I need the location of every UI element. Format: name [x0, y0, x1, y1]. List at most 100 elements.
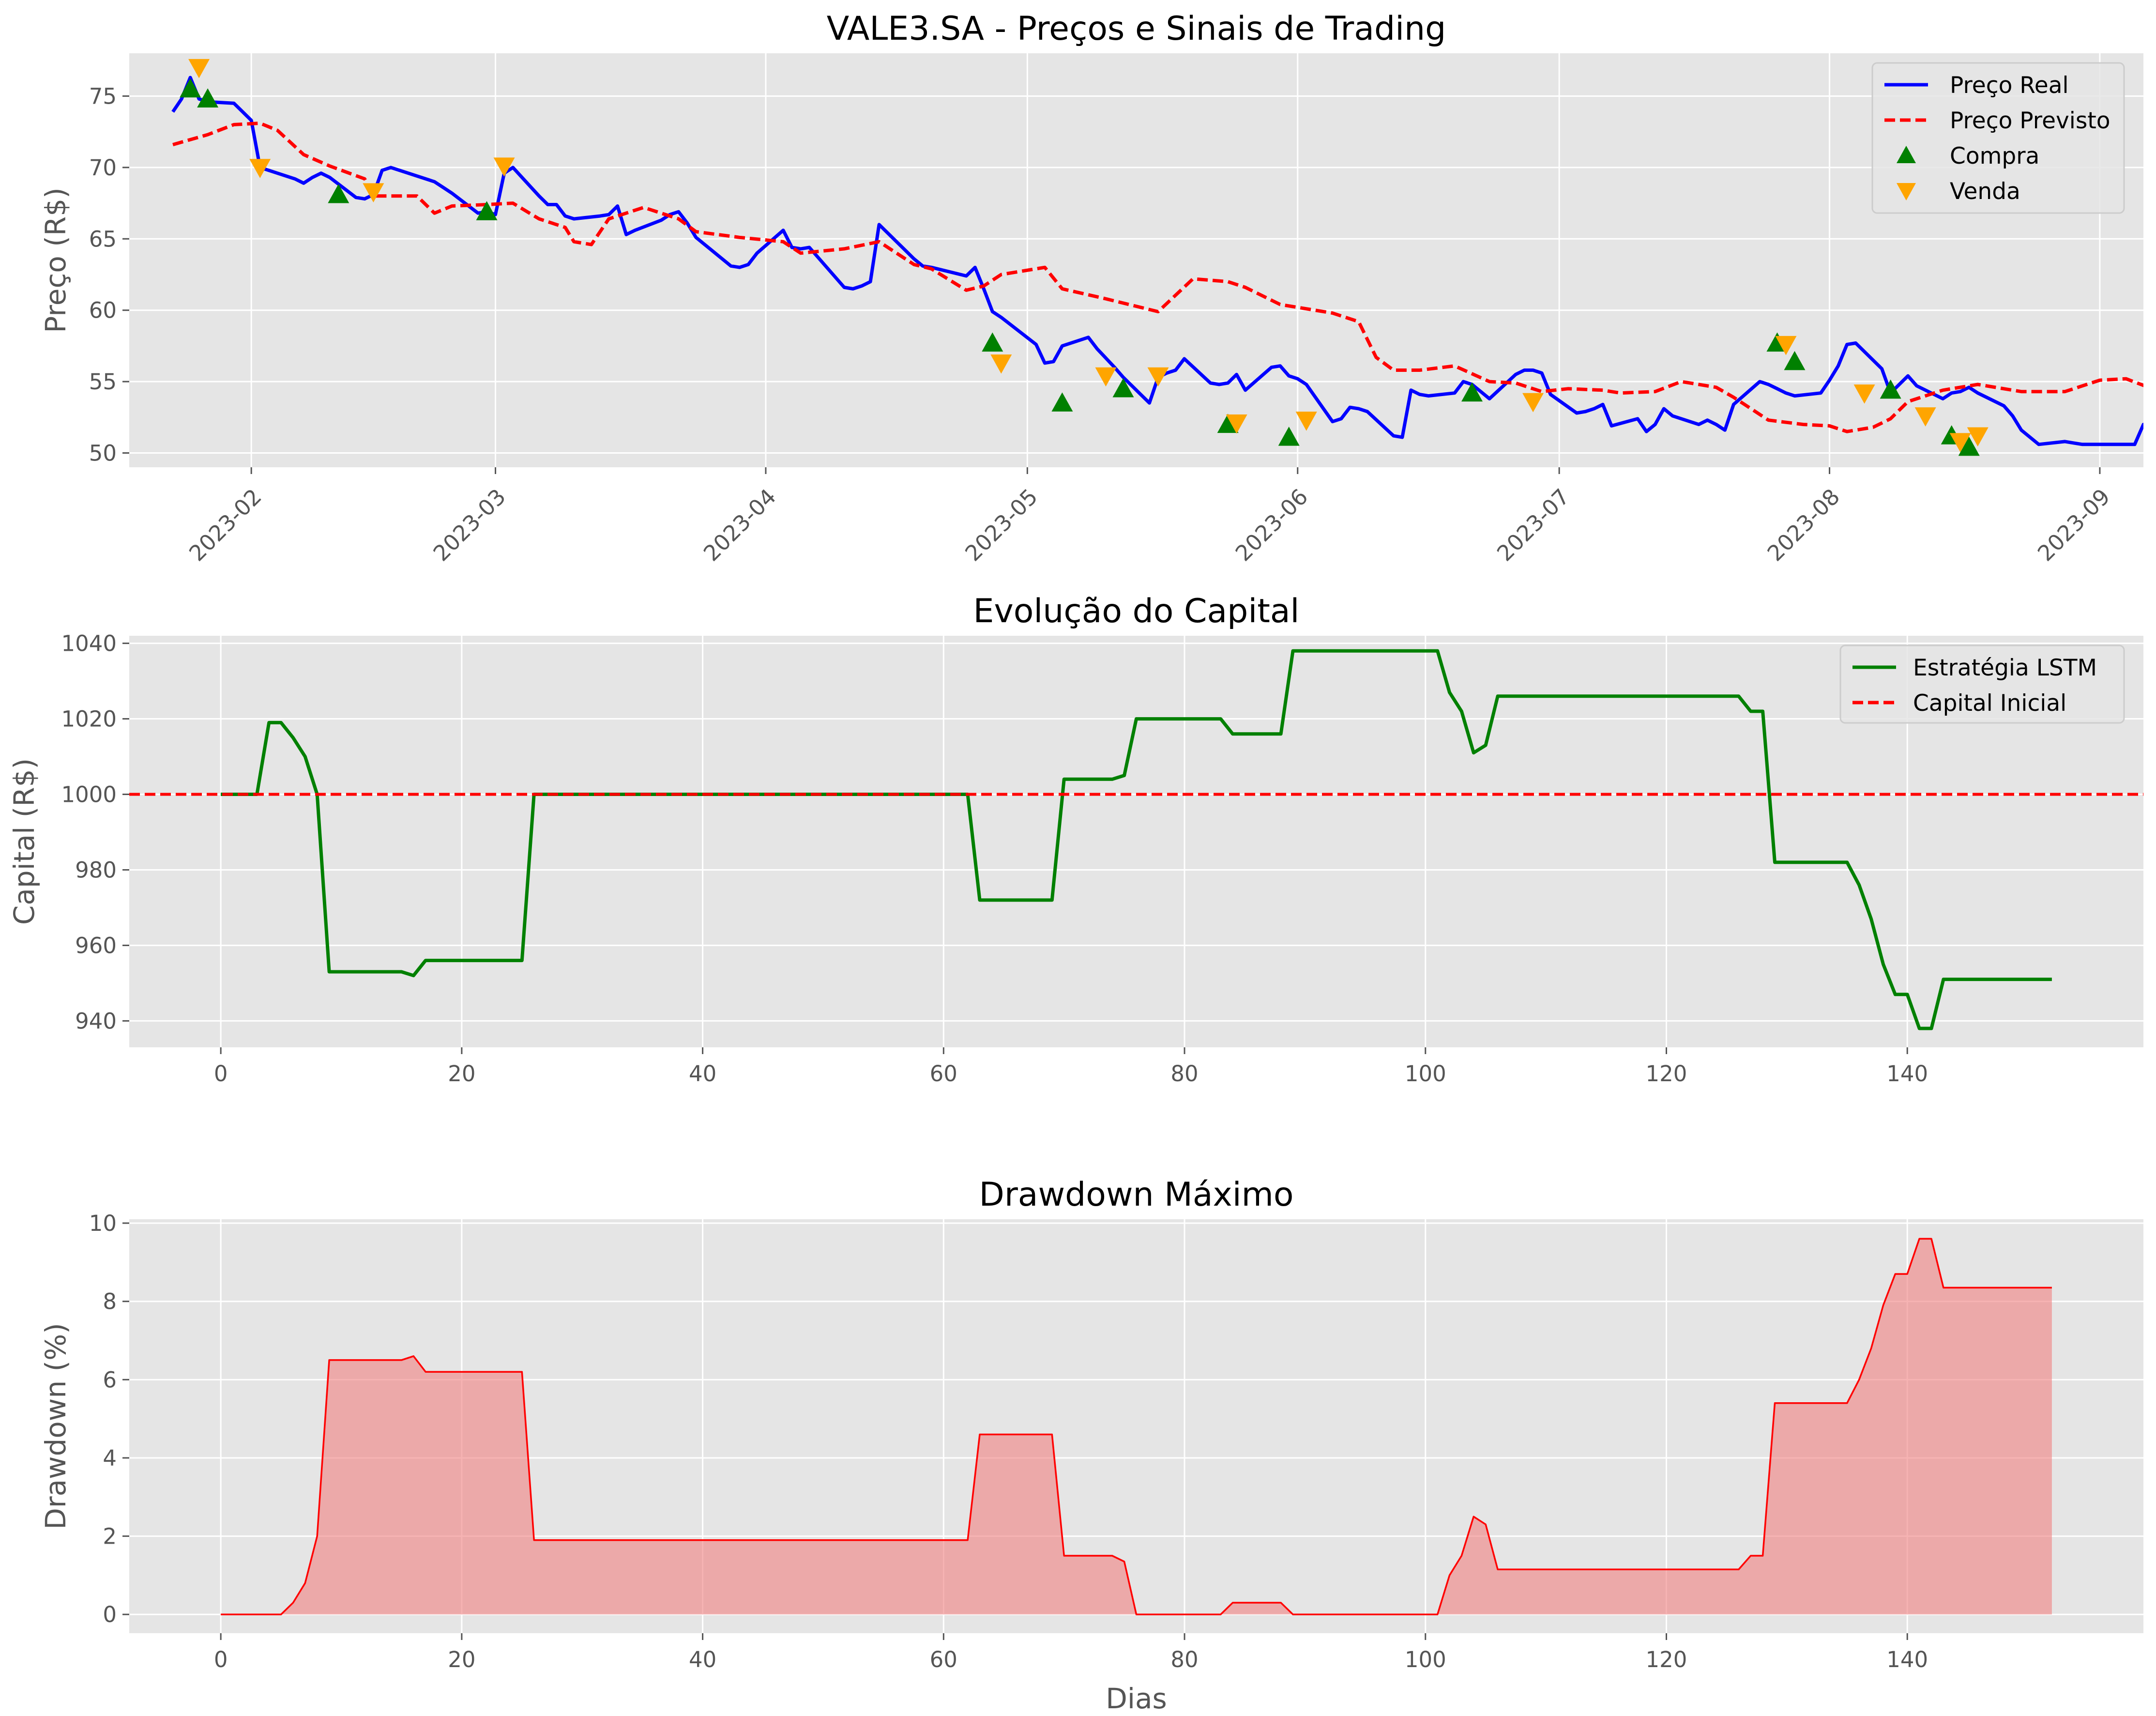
sell-signal-marker [1949, 433, 1971, 452]
plot-area [129, 53, 2143, 467]
x-tick-label: 100 [1405, 1647, 1446, 1672]
x-tick-label: 60 [930, 1061, 957, 1087]
chart-panel-2 [122, 636, 2143, 1054]
x-tick-label: 140 [1886, 1647, 1928, 1672]
x-tick-label: 20 [448, 1647, 475, 1672]
legend-item-venda: Venda [1950, 178, 2020, 205]
chart-panel-3 [122, 1219, 2143, 1640]
chart-panel-1 [122, 53, 2143, 474]
y-tick-label: 70 [89, 155, 117, 181]
buy-signal-marker [180, 78, 201, 98]
y-tick-label: 50 [89, 441, 117, 466]
legend-item-preco-real: Preço Real [1950, 72, 2069, 99]
series-line-preco-previsto [172, 122, 2143, 433]
x-tick-label: 2023-04 [698, 484, 781, 566]
buy-signal-marker [1880, 379, 1901, 399]
buy-signal-marker [982, 332, 1003, 352]
x-axis-label: Dias [1106, 1682, 1167, 1715]
buy-signal-marker [1051, 392, 1073, 412]
y-tick-label: 6 [103, 1367, 117, 1393]
plot-content [129, 649, 2143, 1030]
buy-signal-marker [328, 184, 349, 203]
y-tick-label: 1000 [61, 782, 117, 808]
plot-area [129, 636, 2143, 1047]
chart-title: VALE3.SA - Preços e Sinais de Trading [827, 10, 1446, 48]
x-tick-label: 120 [1646, 1647, 1687, 1672]
plot-content [171, 59, 2143, 456]
y-tick-label: 2 [103, 1524, 117, 1549]
y-axis-label: Preço (R$) [39, 187, 72, 333]
x-tick-label: 80 [1170, 1061, 1198, 1087]
chart-title: Evolução do Capital [973, 592, 1300, 630]
x-tick-label: 0 [214, 1061, 228, 1087]
x-tick-label: 80 [1170, 1647, 1198, 1672]
y-tick-label: 60 [89, 298, 117, 323]
plot-content [221, 1238, 2052, 1615]
x-tick-label: 2023-08 [1762, 484, 1845, 566]
sell-signal-marker [1147, 367, 1169, 387]
x-tick-label: 2023-05 [960, 484, 1042, 566]
sell-signal-marker [1522, 393, 1544, 413]
buy-signal-marker [1461, 382, 1483, 402]
sell-signal-marker [1095, 367, 1117, 387]
sell-signal-marker [1295, 412, 1317, 431]
sell-signal-marker [1914, 407, 1936, 427]
x-tick-label: 0 [214, 1647, 228, 1672]
y-tick-label: 980 [75, 857, 117, 883]
x-tick-label: 2023-03 [428, 484, 511, 566]
x-tick-label: 40 [689, 1647, 716, 1672]
y-tick-label: 75 [89, 83, 117, 109]
x-tick-label: 2023-06 [1230, 484, 1313, 566]
x-tick-label: 100 [1405, 1061, 1446, 1087]
buy-signal-marker [1112, 378, 1134, 398]
buy-signal-marker [1278, 427, 1300, 446]
y-tick-label: 4 [103, 1445, 117, 1471]
x-tick-label: 2023-09 [2033, 484, 2115, 566]
legend [1839, 644, 2125, 724]
buy-signal-marker [476, 201, 498, 220]
sell-signal-marker [1967, 427, 1989, 447]
y-tick-label: 1020 [61, 706, 117, 732]
y-tick-label: 940 [75, 1008, 117, 1034]
sell-signal-marker [1853, 384, 1875, 404]
y-tick-label: 1040 [61, 631, 117, 657]
legend [1871, 62, 2125, 214]
x-tick-label: 40 [689, 1061, 716, 1087]
legend-item-preco-previsto: Preço Previsto [1950, 107, 2110, 134]
x-tick-label: 60 [930, 1647, 957, 1672]
sell-signal-marker [363, 183, 384, 202]
x-tick-label: 20 [448, 1061, 475, 1087]
legend-item-compra: Compra [1950, 143, 2039, 169]
sell-signal-marker [1775, 336, 1797, 355]
sell-signal-marker [990, 354, 1012, 374]
y-tick-label: 0 [103, 1602, 117, 1627]
chart-title: Drawdown Máximo [979, 1176, 1293, 1214]
legend-item-venda-swatch [1897, 183, 1916, 200]
sell-signal-marker [493, 157, 515, 177]
legend-item-compra-swatch [1897, 146, 1916, 163]
x-tick-label: 140 [1886, 1061, 1928, 1087]
series-line-preco-real [171, 76, 2143, 446]
sell-signal-marker [1226, 414, 1247, 434]
x-tick-label: 2023-07 [1492, 484, 1574, 566]
y-axis-label: Drawdown (%) [39, 1323, 72, 1530]
legend-item-capital-inicial: Capital Inicial [1913, 690, 2066, 717]
y-tick-label: 10 [89, 1210, 117, 1236]
y-tick-label: 65 [89, 226, 117, 252]
x-tick-label: 2023-02 [184, 484, 266, 566]
y-tick-label: 960 [75, 933, 117, 958]
buy-signal-marker [197, 88, 219, 107]
drawdown-line [221, 1238, 2052, 1615]
y-tick-label: 8 [103, 1289, 117, 1315]
y-axis-label: Capital (R$) [8, 758, 41, 925]
y-tick-label: 55 [89, 369, 117, 395]
drawdown-area [221, 1239, 2052, 1615]
buy-signal-marker [1784, 351, 1806, 370]
legend-item-estrategia-lstm: Estratégia LSTM [1913, 655, 2097, 681]
buy-signal-marker [1217, 414, 1239, 433]
x-tick-label: 120 [1646, 1061, 1687, 1087]
series-line-estrategia-lstm [221, 649, 2052, 1030]
sell-signal-marker [188, 59, 210, 78]
buy-signal-marker [1958, 436, 1980, 456]
